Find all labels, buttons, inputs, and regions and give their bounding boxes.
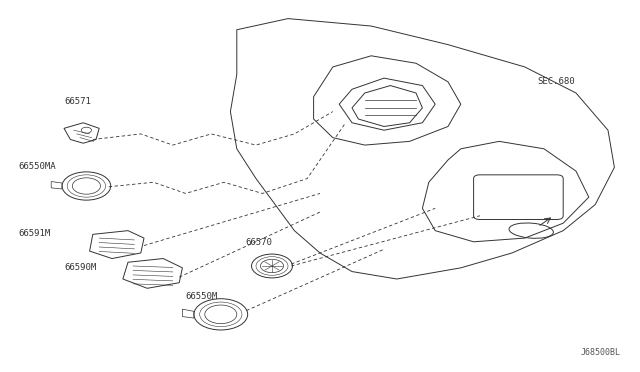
Text: 66591M: 66591M <box>18 229 50 238</box>
Text: 66571: 66571 <box>64 97 91 106</box>
Text: 66550M: 66550M <box>186 292 218 301</box>
Text: 66550MA: 66550MA <box>18 162 56 171</box>
Text: 66570: 66570 <box>245 238 272 247</box>
Text: SEC.680: SEC.680 <box>538 77 575 86</box>
Text: J68500BL: J68500BL <box>581 348 621 357</box>
Text: 66590M: 66590M <box>64 263 96 272</box>
